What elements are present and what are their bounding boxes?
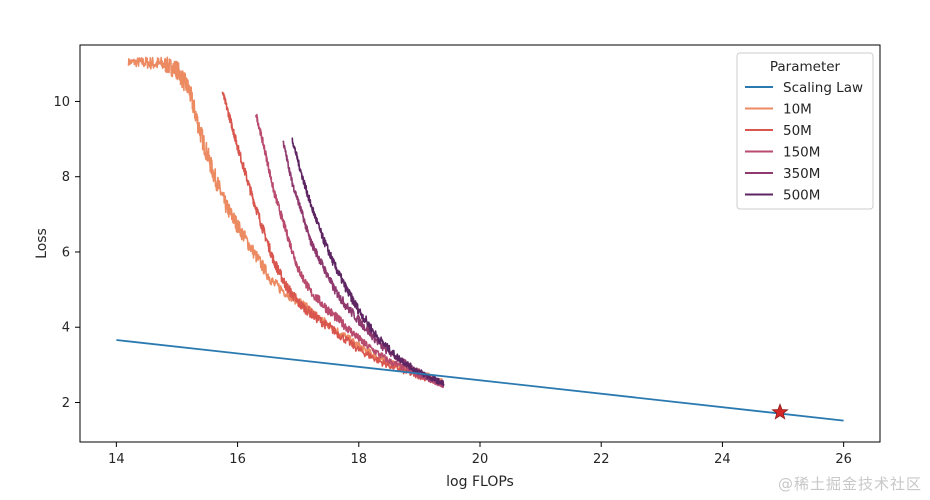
x-tick-label: 22 xyxy=(593,452,610,467)
series-line-50m xyxy=(221,91,445,388)
y-axis-label: Loss xyxy=(34,228,50,259)
series-group xyxy=(116,56,844,422)
star-marker xyxy=(771,403,789,420)
legend-entry: Scaling Law xyxy=(783,80,863,96)
x-tick-label: 26 xyxy=(835,452,852,467)
x-tick-label: 14 xyxy=(108,452,125,467)
legend-entry: 150M xyxy=(783,145,820,161)
series-line-scaling-law xyxy=(116,339,844,422)
legend-entry: 350M xyxy=(783,166,820,182)
series-line-150m xyxy=(255,113,445,389)
x-tick-label: 24 xyxy=(714,452,731,467)
y-axis: 2 4 6 8 10 xyxy=(53,95,80,411)
y-tick-label: 6 xyxy=(62,245,70,260)
x-tick-label: 16 xyxy=(229,452,246,467)
x-tick-label: 20 xyxy=(472,452,489,467)
x-axis: 14 16 18 20 22 24 26 xyxy=(108,442,852,467)
legend-entry: 50M xyxy=(783,123,812,139)
y-tick-label: 4 xyxy=(62,321,70,336)
y-tick-label: 2 xyxy=(62,396,70,411)
x-axis-label: log FLOPs xyxy=(446,474,514,490)
legend: Parameter Scaling Law 10M 50M 150M 350M 500M xyxy=(736,52,874,210)
legend-box xyxy=(736,52,874,210)
legend-entry: 10M xyxy=(783,102,812,118)
legend-entry: 500M xyxy=(783,188,820,204)
series-line-500m xyxy=(291,137,445,387)
series-line-10m xyxy=(127,56,445,384)
x-tick-label: 18 xyxy=(351,452,368,467)
y-tick-label: 10 xyxy=(53,95,70,110)
watermark: @稀土掘金技术社区 xyxy=(777,475,922,493)
y-tick-label: 8 xyxy=(62,170,70,185)
legend-title: Parameter xyxy=(770,59,841,75)
